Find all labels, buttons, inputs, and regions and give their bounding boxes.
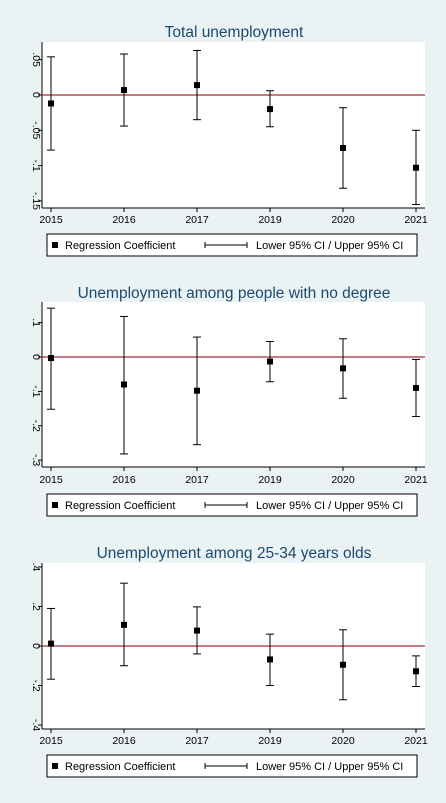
y-tick-label: .2 xyxy=(30,602,42,611)
legend-label-ci: Lower 95% CI / Upper 95% CI xyxy=(256,761,403,773)
x-tick-label: 2017 xyxy=(185,735,209,747)
y-tick-label: .05 xyxy=(30,52,42,67)
x-tick-label: 2021 xyxy=(404,214,428,226)
legend-label-ci: Lower 95% CI / Upper 95% CI xyxy=(256,500,403,512)
coefficient-marker xyxy=(121,381,127,388)
coefficient-marker xyxy=(267,106,273,113)
y-tick-label: -.3 xyxy=(30,454,42,466)
y-tick-label: 0 xyxy=(30,643,42,649)
legend-marker-icon xyxy=(52,763,58,769)
legend: Regression Coefficient Lower 95% CI / Upp… xyxy=(46,233,418,257)
legend-label-ci: Lower 95% CI / Upper 95% CI xyxy=(256,240,403,252)
y-tick-label: .4 xyxy=(30,563,42,572)
coefficient-marker xyxy=(194,387,200,394)
coefficient-marker xyxy=(48,640,54,647)
y-tick-label: 0 xyxy=(30,354,42,360)
x-tick-label: 2019 xyxy=(258,214,282,226)
x-tick-label: 2019 xyxy=(258,735,282,747)
x-tick-label: 2019 xyxy=(258,474,282,486)
y-tick-label: -.4 xyxy=(30,719,42,731)
x-tick-label: 2017 xyxy=(185,474,209,486)
x-tick-label: 2020 xyxy=(331,474,355,486)
coefficient-marker xyxy=(413,668,419,675)
chart-title: Unemployment among people with no degree xyxy=(78,285,391,302)
legend-marker-icon xyxy=(52,242,58,248)
legend-label-coefficient: Regression Coefficient xyxy=(65,240,175,252)
chart-panel-1: Total unemployment .05 0 -.05 -.1 -.15 2015 201… xyxy=(30,24,428,257)
x-tick-label: 2021 xyxy=(404,474,428,486)
coefficient-marker xyxy=(48,100,54,107)
chart-panel-3: Unemployment among 25-34 years olds .4 .2 0… xyxy=(30,545,428,778)
coefficient-marker xyxy=(413,164,419,171)
legend-marker-icon xyxy=(52,502,58,508)
x-tick-label: 2016 xyxy=(112,735,136,747)
legend: Regression Coefficient Lower 95% CI / Upp… xyxy=(46,493,418,517)
plot-area xyxy=(42,42,425,208)
coefficient-marker xyxy=(267,656,273,663)
coefficient-marker xyxy=(121,621,127,628)
coefficient-marker xyxy=(121,87,127,94)
y-tick-label: -.2 xyxy=(30,420,42,432)
coefficient-marker xyxy=(267,358,273,365)
coefficient-marker xyxy=(413,384,419,391)
x-tick-label: 2015 xyxy=(39,735,63,747)
x-tick-label: 2021 xyxy=(404,735,428,747)
x-tick-label: 2020 xyxy=(331,735,355,747)
legend: Regression Coefficient Lower 95% CI / Upp… xyxy=(46,754,418,778)
coefficient-marker xyxy=(48,355,54,362)
y-tick-label: 0 xyxy=(30,92,42,98)
y-tick-label: -.15 xyxy=(30,192,42,210)
legend-label-coefficient: Regression Coefficient xyxy=(65,500,175,512)
coefficient-marker xyxy=(340,661,346,668)
y-tick-label: .1 xyxy=(30,318,42,327)
coefficient-marker xyxy=(340,365,346,372)
chart-title: Unemployment among 25-34 years olds xyxy=(97,545,372,562)
y-tick-label: -.1 xyxy=(30,385,42,397)
x-tick-label: 2015 xyxy=(39,474,63,486)
legend-label-coefficient: Regression Coefficient xyxy=(65,761,175,773)
plot-area xyxy=(42,302,425,467)
chart-panel-2: Unemployment among people with no degree… xyxy=(30,285,428,517)
chart-title: Total unemployment xyxy=(165,24,304,41)
y-tick-label: -.05 xyxy=(30,121,42,139)
coefficient-marker xyxy=(194,82,200,89)
x-tick-label: 2016 xyxy=(112,474,136,486)
coefficient-marker xyxy=(340,144,346,151)
y-tick-label: -.2 xyxy=(30,679,42,691)
coefficient-marker xyxy=(194,627,200,634)
x-tick-label: 2017 xyxy=(185,214,209,226)
x-tick-label: 2016 xyxy=(112,214,136,226)
x-tick-label: 2020 xyxy=(331,214,355,226)
y-tick-label: -.1 xyxy=(30,159,42,171)
x-tick-label: 2015 xyxy=(39,214,63,226)
